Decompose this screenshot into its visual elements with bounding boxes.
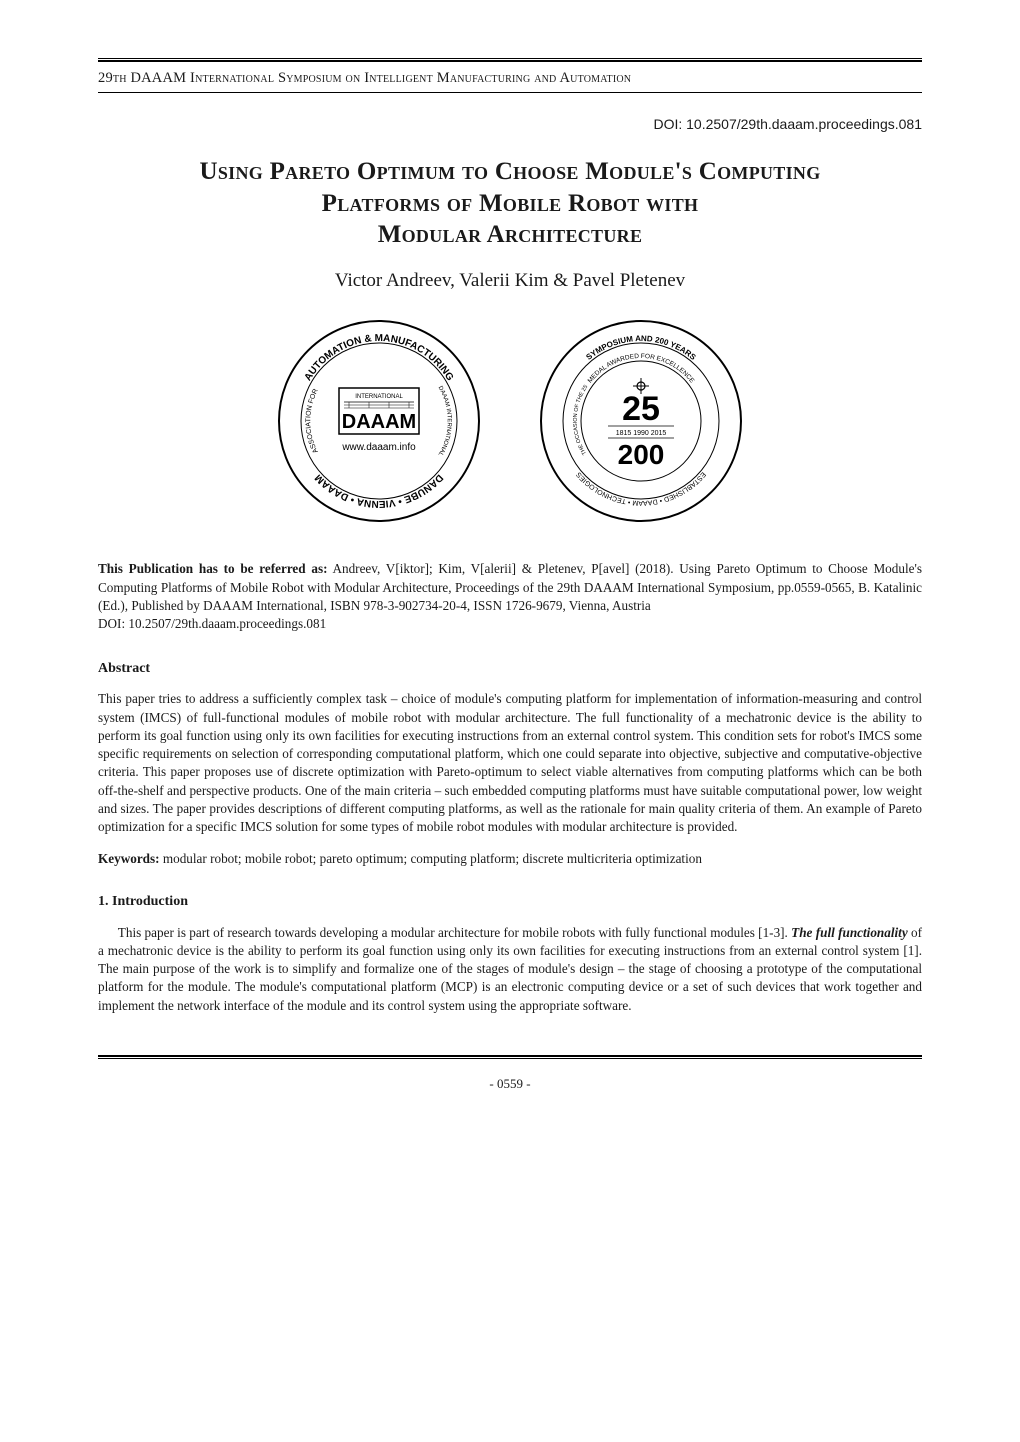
citation-prefix: This Publication has to be referred as: (98, 561, 327, 576)
svg-text:ESTABLISHED • DAAAM • TECHNOLO: ESTABLISHED • DAAAM • TECHNOLOGIES (575, 471, 706, 507)
header-rule-bot (98, 92, 922, 93)
svg-text:200: 200 (618, 439, 665, 470)
abstract-body: This paper tries to address a sufficient… (98, 690, 922, 836)
svg-text:DAAAM INTERNATIONAL: DAAAM INTERNATIONAL (436, 386, 451, 458)
doi-line: DOI: 10.2507/29th.daaam.proceedings.081 (98, 115, 922, 134)
title-line-2: Platforms of Mobile Robot with (322, 190, 699, 217)
svg-text:1815 1990 2015: 1815 1990 2015 (616, 430, 667, 437)
authors: Victor Andreev, Valerii Kim & Pavel Plet… (98, 268, 922, 294)
footer-rule (98, 1055, 922, 1059)
keywords-line: Keywords: modular robot; mobile robot; p… (98, 850, 922, 868)
svg-text:ASSOCIATION FOR: ASSOCIATION FOR (305, 388, 320, 454)
header-rule-top (98, 58, 922, 62)
intro-heading: 1. Introduction (98, 892, 922, 911)
keywords-text: modular robot; mobile robot; pareto opti… (160, 851, 702, 866)
abstract-heading: Abstract (98, 659, 922, 678)
anniversary-medal-icon: SYMPOSIUM AND 200 YEARS ESTABLISHED • DA… (536, 316, 746, 526)
daaam-logo-icon: AUTOMATION & MANUFACTURING DANUBE • VIEN… (274, 316, 484, 526)
svg-text:ON THE OCCASION OF THE 25TH: ON THE OCCASION OF THE 25TH (536, 316, 589, 457)
logo-row: AUTOMATION & MANUFACTURING DANUBE • VIEN… (98, 316, 922, 526)
title-line-1: Using Pareto Optimum to Choose Module's … (199, 158, 820, 185)
svg-text:DAAAM: DAAAM (342, 411, 416, 433)
intro-pre: This paper is part of research towards d… (118, 925, 791, 940)
svg-text:25: 25 (622, 390, 660, 428)
paper-title: Using Pareto Optimum to Choose Module's … (98, 156, 922, 250)
intro-paragraph: This paper is part of research towards d… (98, 924, 922, 1015)
running-head: 29th DAAAM International Symposium on In… (98, 68, 922, 88)
svg-text:DANUBE • VIENNA • DAAAM: DANUBE • VIENNA • DAAAM (313, 472, 445, 509)
intro-emph: The full functionality (791, 925, 908, 940)
citation-block: This Publication has to be referred as: … (98, 560, 922, 633)
svg-text:INTERNATIONAL: INTERNATIONAL (355, 394, 403, 400)
svg-text:www.daaam.info: www.daaam.info (341, 442, 416, 453)
citation-doi: DOI: 10.2507/29th.daaam.proceedings.081 (98, 616, 326, 631)
title-line-3: Modular Architecture (378, 221, 643, 248)
svg-text:AUTOMATION & MANUFACTURING: AUTOMATION & MANUFACTURING (303, 333, 456, 383)
page-number: - 0559 - (98, 1075, 922, 1093)
keywords-label: Keywords: (98, 851, 160, 866)
